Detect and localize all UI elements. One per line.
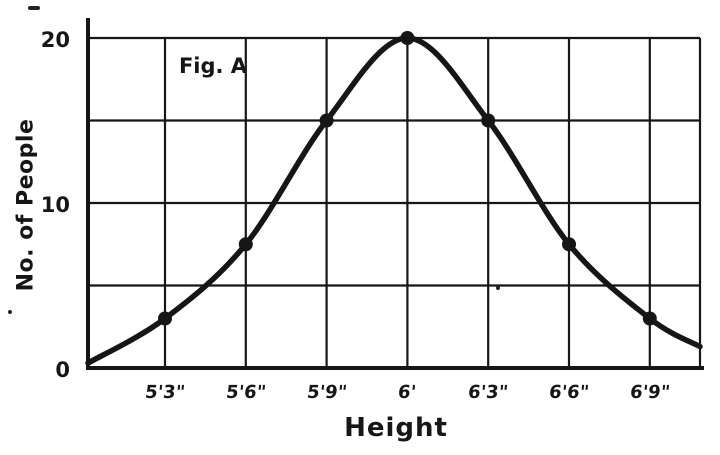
data-point — [562, 237, 576, 252]
x-tick-label: 6'6" — [547, 382, 591, 403]
photocopy-speck — [496, 286, 500, 290]
figure-label: Fig. A — [178, 54, 248, 78]
photocopy-speck — [8, 310, 12, 314]
x-axis-title: Height — [344, 413, 448, 443]
grid-lines — [88, 36, 702, 370]
axes — [86, 18, 704, 370]
data-point — [238, 237, 253, 252]
x-tick-label: 5'9" — [305, 382, 348, 403]
data-point — [400, 31, 415, 45]
x-tick-label: 5'6" — [224, 382, 267, 403]
photocopy-speck — [28, 6, 40, 10]
y-tick-label: 10 — [40, 193, 70, 217]
x-tick-label: 5'3" — [143, 382, 187, 403]
y-tick-label: 0 — [55, 358, 70, 382]
x-tick-label: 6' — [397, 382, 418, 403]
y-axis-tick-labels: 20 10 0 — [0, 0, 80, 455]
data-point — [158, 311, 172, 326]
x-tick-label: 6'9" — [628, 382, 671, 403]
data-point — [319, 113, 334, 128]
data-points — [158, 31, 657, 326]
y-tick-label: 20 — [40, 28, 70, 52]
data-point — [642, 311, 657, 326]
x-tick-label: 6'3" — [467, 382, 510, 403]
data-point — [481, 113, 496, 128]
